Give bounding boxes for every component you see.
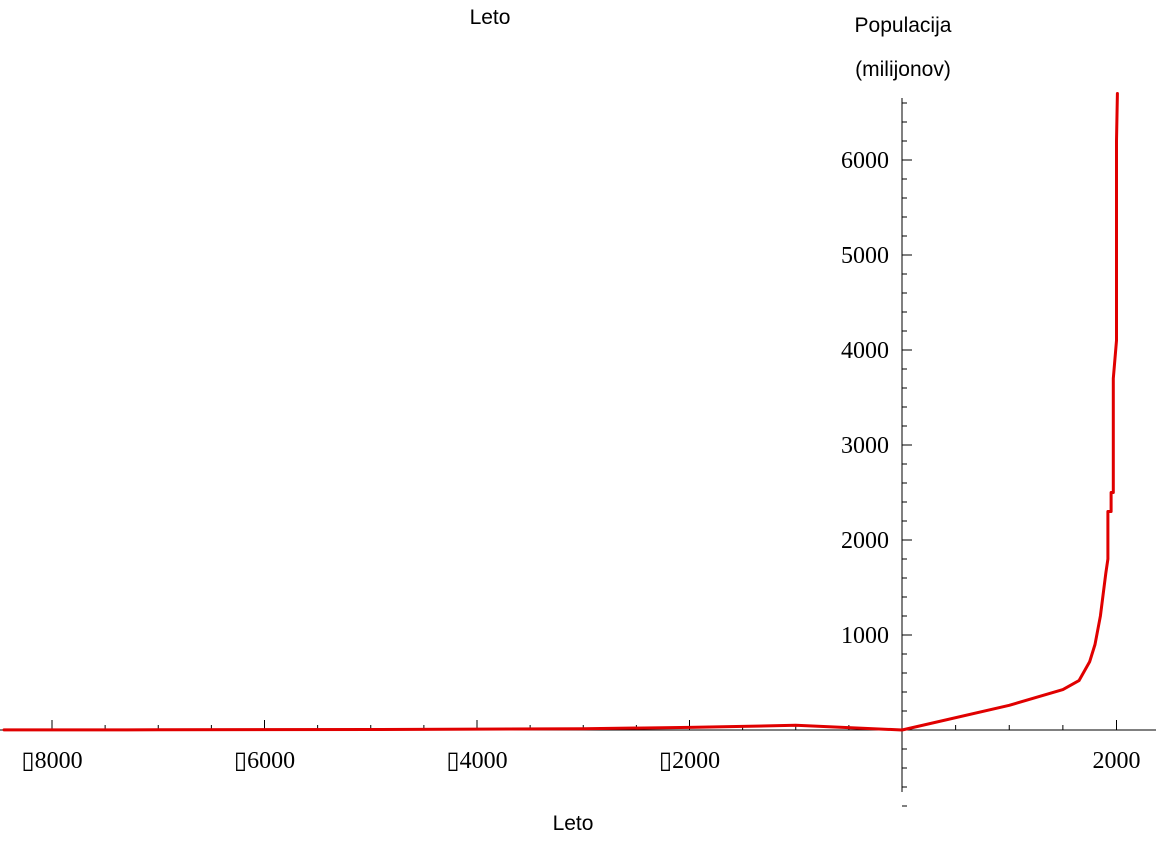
y-axis-title-line-1: Populacija bbox=[855, 14, 952, 37]
x-tick-label: ▯2000 bbox=[659, 748, 720, 774]
x-tick-label: 2000 bbox=[1093, 748, 1141, 774]
y-axis-title-line-2: (milijonov) bbox=[855, 58, 951, 81]
top-label: Leto bbox=[470, 6, 511, 29]
y-axis-tick-labels: 1000 2000 3000 4000 5000 6000 bbox=[841, 148, 889, 649]
y-tick-label: 5000 bbox=[841, 243, 889, 269]
y-tick-label: 3000 bbox=[841, 433, 889, 459]
x-axis-tick-labels: ▯8000 ▯6000 ▯4000 ▯2000 2000 bbox=[21, 748, 1140, 774]
y-tick-label: 1000 bbox=[841, 623, 889, 649]
y-tick-label: 6000 bbox=[841, 148, 889, 174]
y-tick-label: 4000 bbox=[841, 338, 889, 364]
x-tick-label: ▯6000 bbox=[234, 748, 295, 774]
y-axis-ticks bbox=[902, 102, 912, 807]
x-tick-label: ▯4000 bbox=[446, 748, 507, 774]
x-axis-title: Leto bbox=[553, 812, 594, 835]
x-tick-label: ▯8000 bbox=[21, 748, 82, 774]
y-tick-label: 2000 bbox=[841, 528, 889, 554]
population-series-line bbox=[2, 92, 1119, 732]
